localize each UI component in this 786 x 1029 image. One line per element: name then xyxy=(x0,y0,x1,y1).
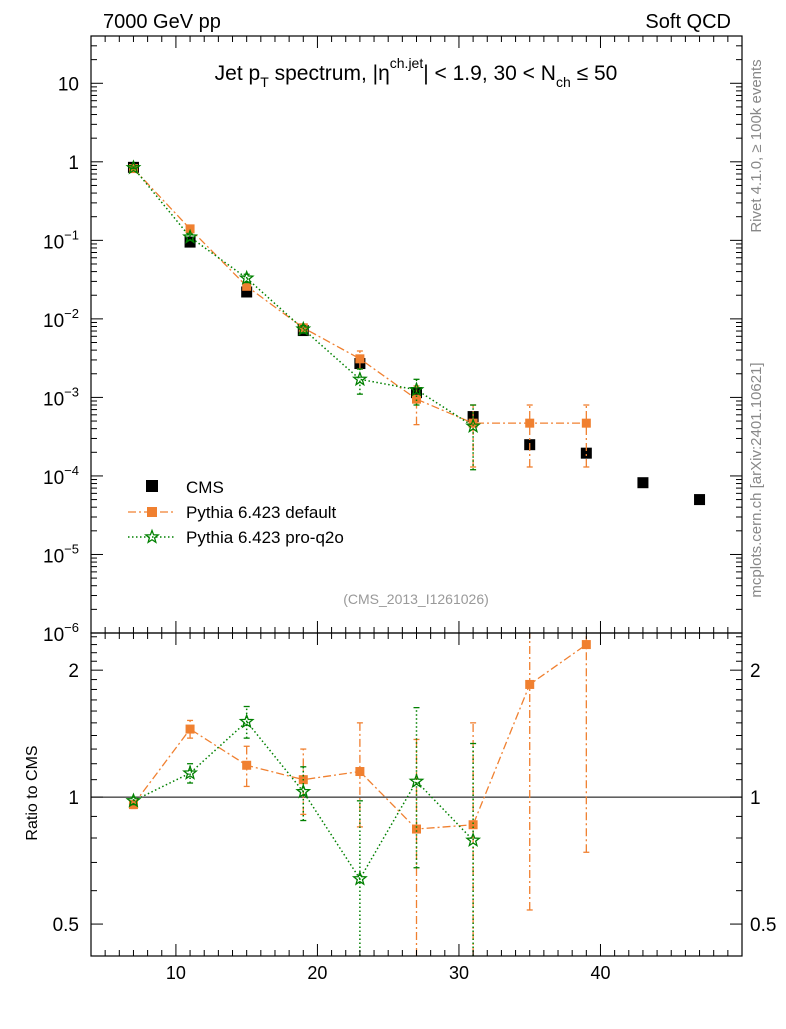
main-proq2o-point-3 xyxy=(295,320,312,336)
main-proq2o-line xyxy=(132,167,474,427)
ratio-default-point-5 xyxy=(412,824,421,834)
main-proq2o-point-2 xyxy=(238,269,255,285)
ratio-default-point-7 xyxy=(525,679,535,689)
ratio-ytick-label-left-2: 2 xyxy=(68,661,79,682)
main-ytick-label-0: 10 xyxy=(58,74,79,95)
ratio-proq2o-point-6 xyxy=(465,831,482,848)
main-default-point-7 xyxy=(525,418,535,428)
main-ytick-label-6: 10−5 xyxy=(43,541,79,567)
x-tick-label-40: 40 xyxy=(590,963,610,983)
main-proq2o-point-1 xyxy=(182,228,199,244)
chart-title: Jet pT spectrum, |ηch.jet| < 1.9, 30 < N… xyxy=(215,55,618,90)
side-label-rivet: Rivet 4.1.0, ≥ 100k events xyxy=(748,59,765,232)
main-proq2o-point-5 xyxy=(408,381,425,397)
side-label-mcplots: mcplots.cern.ch [arXiv:2401.10621] xyxy=(748,362,765,597)
x-tick-label-10: 10 xyxy=(166,963,186,983)
ratio-default-point-8 xyxy=(581,640,591,650)
legend-label-cms: CMS xyxy=(186,478,224,497)
legend-marker-default xyxy=(147,507,157,517)
cms-point-8 xyxy=(580,447,592,459)
ratio-proq2o-point-2 xyxy=(238,713,255,729)
ratio-proq2o-point-1 xyxy=(182,764,199,780)
main-ytick-label-1: 1 xyxy=(68,153,79,174)
main-default-point-6 xyxy=(468,418,478,428)
cms-point-1 xyxy=(184,236,196,248)
main-ytick-label-2: 10−1 xyxy=(43,227,79,253)
main-ytick-label-4: 10−3 xyxy=(43,384,79,410)
header-left: 7000 GeV pp xyxy=(103,11,221,33)
main-ytick-label-7: 10−6 xyxy=(43,620,79,646)
ratio-proq2o-point-4 xyxy=(351,870,368,886)
legend-label-default: Pythia 6.423 default xyxy=(186,503,337,522)
ratio-ytick-label-right-1: 1 xyxy=(750,788,761,809)
ratio-ylabel: Ratio to CMS xyxy=(24,745,41,840)
ratio-default-point-4 xyxy=(355,767,365,777)
ratio-ytick-label-left-1: 1 xyxy=(68,788,79,809)
legend-label-proq2o: Pythia 6.423 pro-q2o xyxy=(186,528,344,547)
main-default-line xyxy=(132,168,587,424)
ratio-default-point-1 xyxy=(185,724,195,734)
main-default-point-5 xyxy=(412,394,421,404)
ratio-proq2o-point-0 xyxy=(125,792,142,808)
cms-point-9 xyxy=(637,477,649,489)
ratio-proq2o-point-5 xyxy=(408,772,425,789)
main-default-point-4 xyxy=(355,354,365,364)
x-tick-label-20: 20 xyxy=(307,963,327,983)
main-default-point-2 xyxy=(242,281,252,291)
cms-point-2 xyxy=(241,286,253,298)
x-tick-label-30: 30 xyxy=(449,963,469,983)
ratio-plot-marks xyxy=(91,633,742,956)
legend: CMS Pythia 6.423 default Pythia 6.423 pr… xyxy=(128,478,344,547)
analysis-id: (CMS_2013_I1261026) xyxy=(343,591,489,607)
main-ytick-label-5: 10−4 xyxy=(43,463,79,489)
legend-marker-cms xyxy=(146,480,158,492)
main-proq2o-point-6 xyxy=(465,417,482,433)
cms-point-10 xyxy=(694,494,706,506)
legend-marker-proq2o xyxy=(144,528,160,544)
main-proq2o-point-4 xyxy=(351,370,368,387)
ratio-ytick-label-right-0.5: 0.5 xyxy=(750,915,776,936)
main-proq2o-point-0 xyxy=(125,159,142,175)
main-ytick-label-3: 10−2 xyxy=(43,306,79,332)
ratio-ytick-label-left-0.5: 0.5 xyxy=(53,915,79,936)
header-right: Soft QCD xyxy=(645,11,731,33)
main-default-point-8 xyxy=(581,418,591,428)
ratio-default-point-2 xyxy=(242,760,252,770)
main-plot-marks xyxy=(125,159,706,506)
ratio-proq2o-point-3 xyxy=(295,783,312,799)
ratio-ytick-label-right-2: 2 xyxy=(750,661,761,682)
ratio-default-point-6 xyxy=(468,820,478,830)
axes: 10 20 30 40 10 1 10−1 10−2 10−3 10−4 10−5 10−6 0.5 0.… xyxy=(43,35,776,983)
